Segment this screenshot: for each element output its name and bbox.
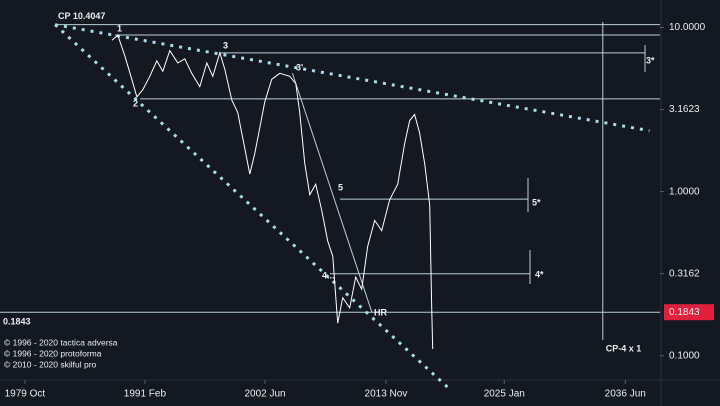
price-line <box>111 34 434 350</box>
current-label-right: 0.1843 <box>669 307 700 318</box>
x-tick-label: 2036 Jun <box>605 389 646 400</box>
y-tick-label: 0.3162 <box>669 268 700 279</box>
x-tick-label: 1991 Feb <box>124 389 167 400</box>
footer-text: © 1996 - 2020 protoforma <box>4 348 102 358</box>
current-badge <box>664 304 714 321</box>
y-tick-label: 1.0000 <box>669 186 700 197</box>
annotation: 3 <box>223 40 228 50</box>
x-tick-label: 2025 Jan <box>484 389 525 400</box>
x-tick-label: 1979 Oct <box>5 389 46 400</box>
cp-label: CP 10.4047 <box>58 11 105 21</box>
x-tick-label: 2002 Jun <box>244 389 285 400</box>
y-tick-label: 3.1623 <box>669 104 700 115</box>
annotation: 4* <box>535 269 544 279</box>
annotation: HR <box>374 307 387 317</box>
swing-line <box>291 73 373 313</box>
annotation: 3' <box>296 62 303 72</box>
annotation: 1 <box>117 23 122 33</box>
footer-text: © 1996 - 2020 tactica adversa <box>4 337 118 347</box>
annotation: 5* <box>532 197 541 207</box>
annotation: 2 <box>133 98 138 108</box>
annotation: 3* <box>646 55 655 65</box>
y-tick-label: 10.0000 <box>669 22 706 33</box>
x-tick-label: 2013 Nov <box>365 389 408 400</box>
annotation: 5 <box>338 182 343 192</box>
y-tick-label: 0.1000 <box>669 350 700 361</box>
trendline <box>54 23 650 133</box>
footer-text: © 2010 - 2020 skilful pro <box>4 359 97 369</box>
annotation: 4... <box>322 270 335 280</box>
current-label-left: 0.1843 <box>3 317 31 327</box>
projection-label: CP-4 x 1 <box>606 343 642 353</box>
